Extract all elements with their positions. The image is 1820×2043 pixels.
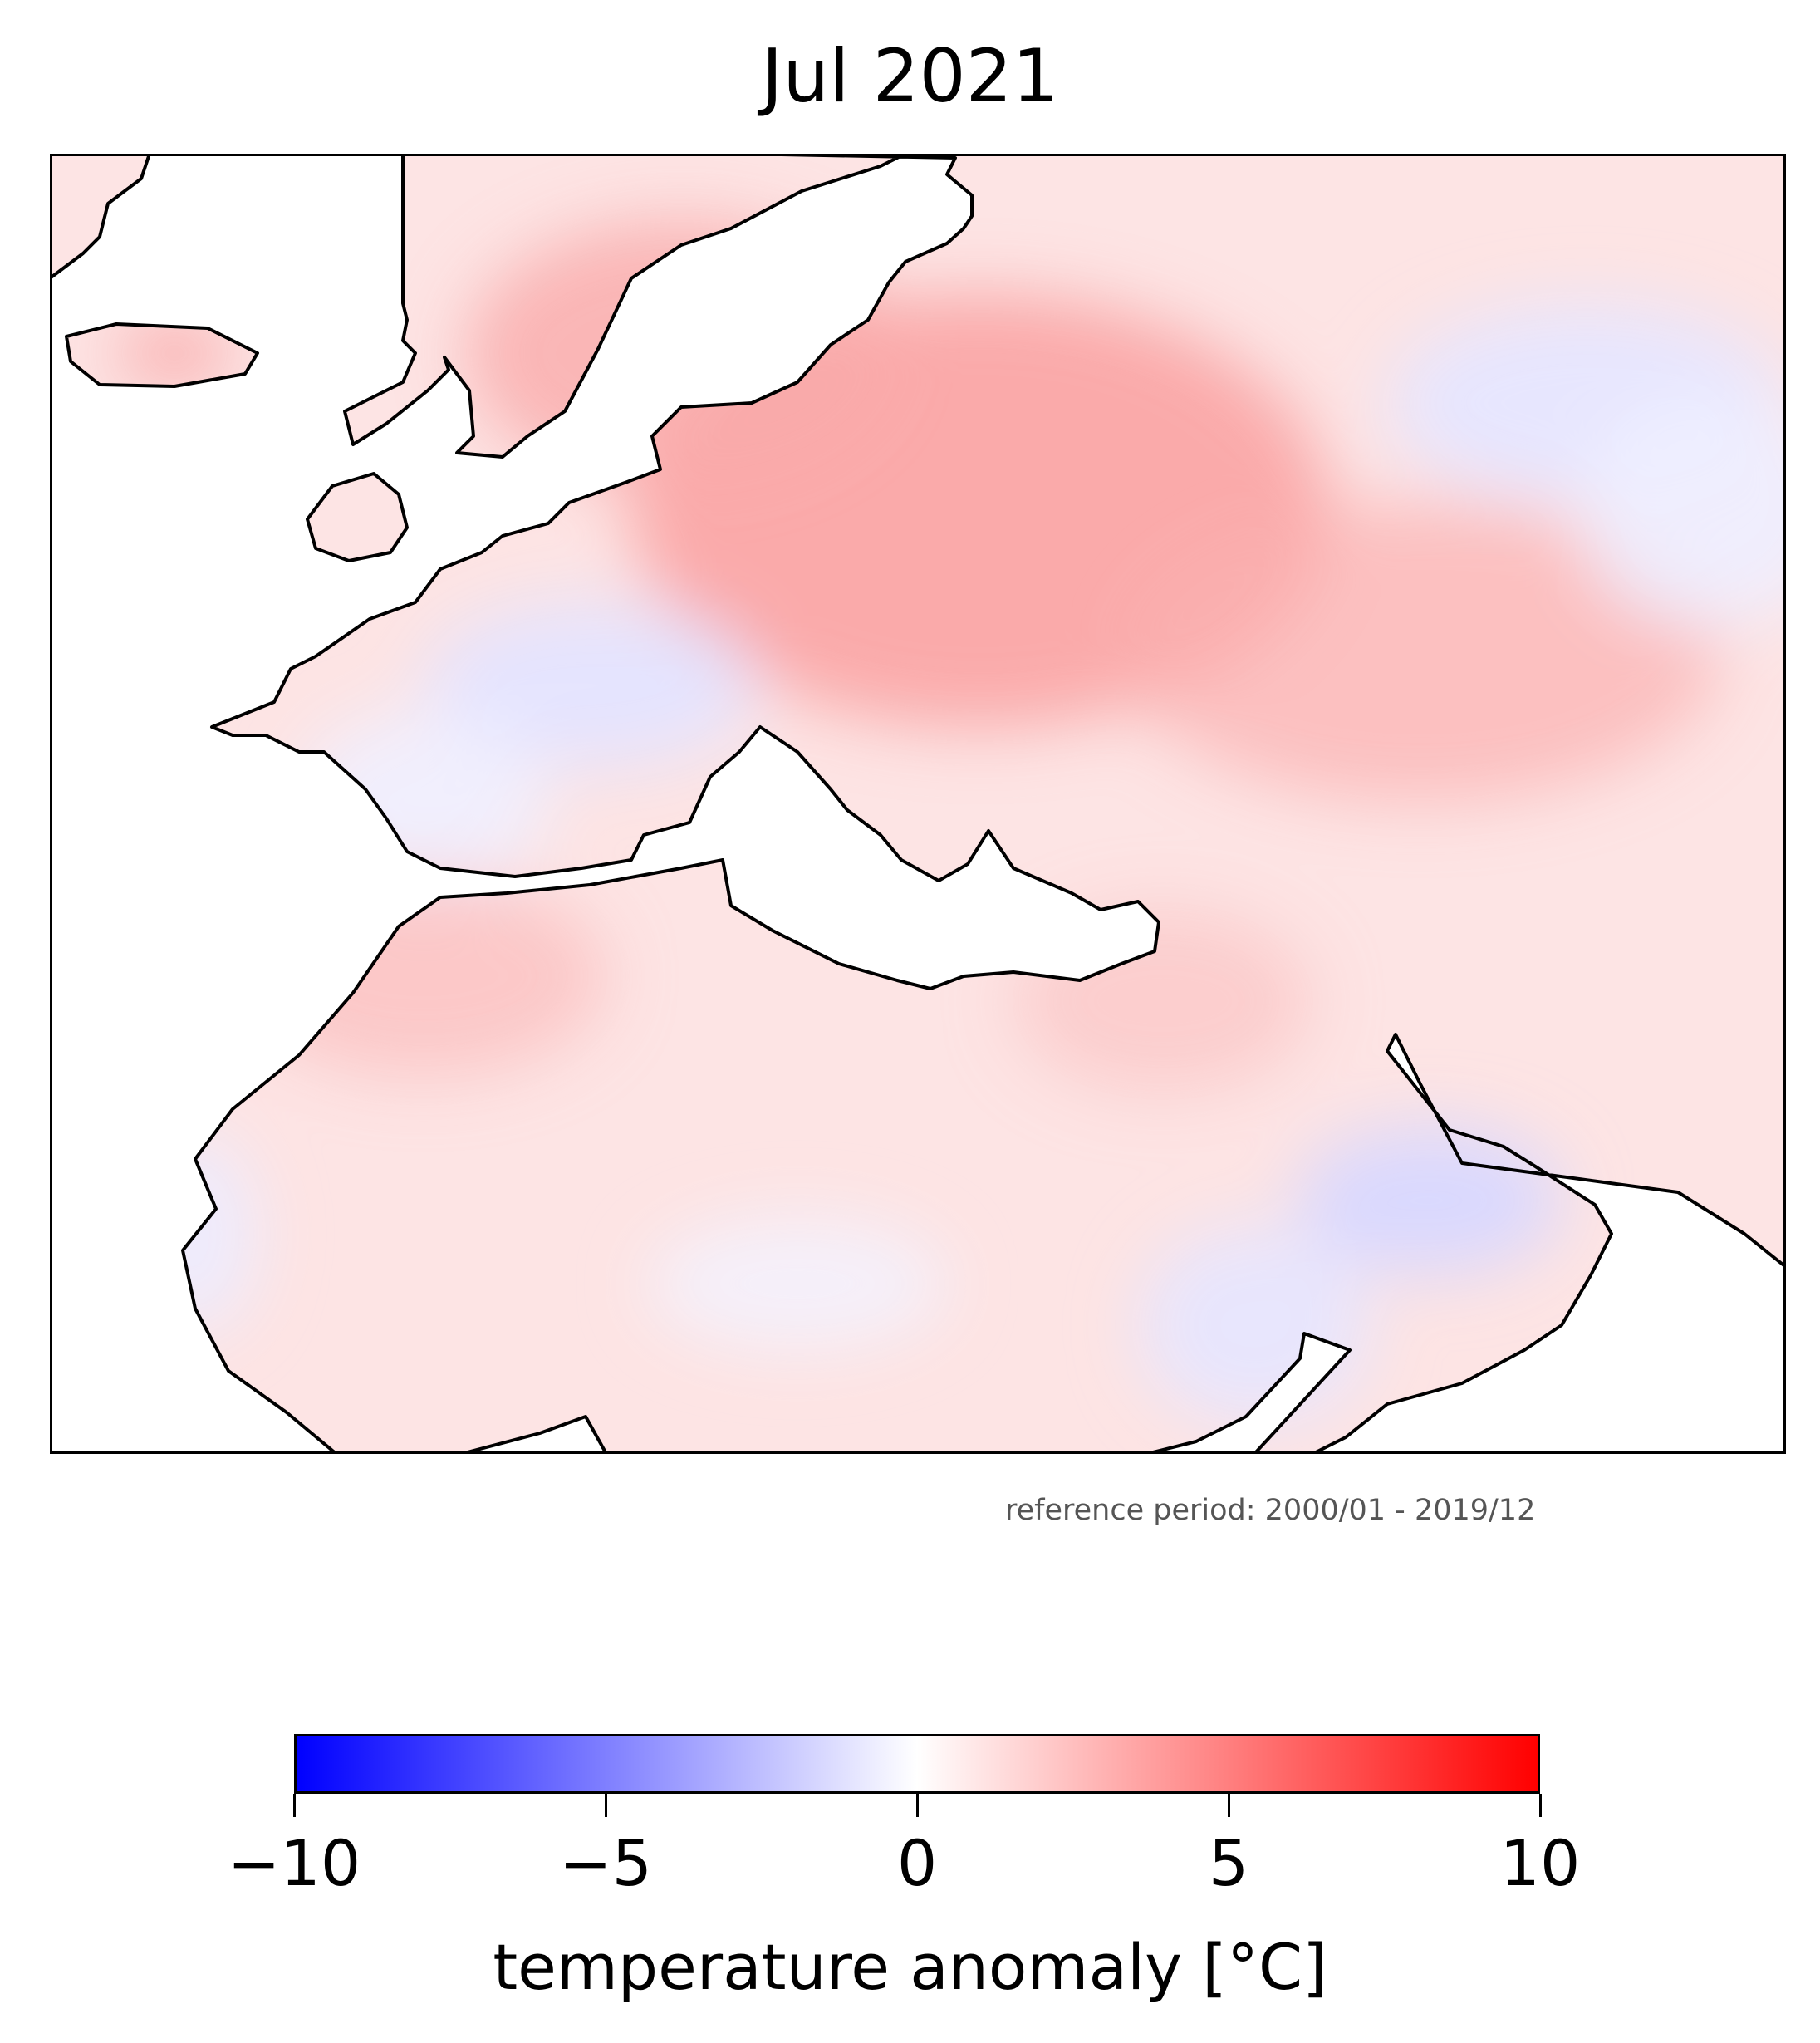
colorbar-label: temperature anomaly [°C] [493, 1930, 1327, 2004]
colorbar-tick-label: 0 [896, 1826, 938, 1900]
colorbar [294, 1734, 1540, 1794]
colorbar-tick-mark [1228, 1794, 1230, 1817]
reference-period-note: reference period: 2000/01 - 2019/12 [1005, 1494, 1536, 1527]
colorbar-tick-mark [605, 1794, 607, 1817]
colorbar-tick-mark [293, 1794, 296, 1817]
anomaly-map [50, 154, 1786, 1454]
colorbar-tick-mark [1539, 1794, 1542, 1817]
colorbar-tick-label: −5 [558, 1826, 653, 1900]
colorbar-tick-mark [916, 1794, 919, 1817]
colorbar-tick-label: 10 [1499, 1826, 1581, 1900]
map-border [50, 154, 1786, 1454]
map-panel [50, 154, 1786, 1454]
colorbar-tick-label: −10 [227, 1826, 361, 1900]
colorbar-tick-label: 5 [1208, 1826, 1249, 1900]
map-title: Jul 2021 [761, 33, 1059, 119]
